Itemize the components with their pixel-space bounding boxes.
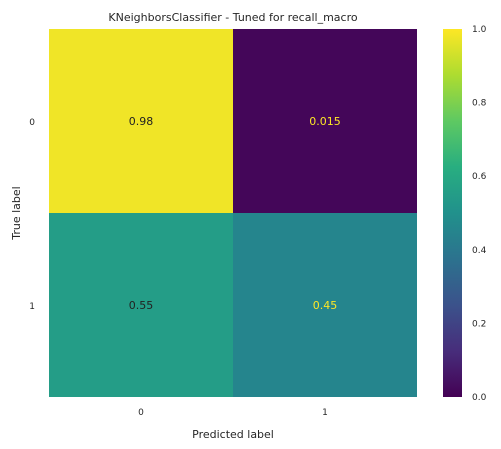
colorbar-tick-label: 0.8 [472,99,487,109]
colorbar-tick-label: 0.6 [472,172,487,182]
cell-value-label: 0.98 [129,115,154,128]
x-tick-label: 1 [322,408,328,418]
heatmap-cell [49,213,233,397]
y-tick-label: 0 [29,118,35,128]
colorbar [443,29,462,397]
x-axis-label: Predicted label [192,428,274,441]
cell-value-label: 0.015 [309,115,341,128]
heatmap-cell [49,29,233,213]
colorbar-tick-label: 0.2 [472,319,486,329]
colorbar-ticks: 0.0 0.2 0.4 0.6 0.8 1.0 [472,25,487,403]
x-tick-label: 0 [138,408,144,418]
y-tick-label: 1 [29,302,35,312]
cell-value-label: 0.45 [313,299,338,312]
y-axis-ticks: 01 [29,118,35,312]
heatmap-cell [233,213,417,397]
chart-title: KNeighborsClassifier - Tuned for recall_… [108,11,357,24]
heatmap-cell [233,29,417,213]
colorbar-tick-label: 0.4 [472,246,487,256]
colorbar-tick-label: 1.0 [472,25,487,35]
y-axis-label: True label [10,186,23,240]
colorbar-tick-label: 0.0 [472,393,487,403]
heatmap-cells [49,29,417,397]
cell-value-label: 0.55 [129,299,154,312]
heatmap-cell-labels: 0.98 0.015 0.55 0.45 [129,115,341,312]
